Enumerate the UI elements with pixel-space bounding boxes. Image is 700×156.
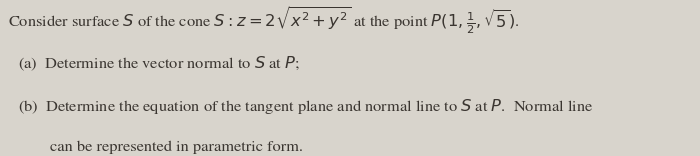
Text: can be represented in parametric form.: can be represented in parametric form. xyxy=(50,140,303,154)
Text: (a)  Determine the vector normal to $S$ at $P$;: (a) Determine the vector normal to $S$ a… xyxy=(18,55,300,73)
Text: Consider surface $S$ of the cone $S : z = 2\sqrt{x^2 + y^2}$ at the point $P(1, : Consider surface $S$ of the cone $S : z … xyxy=(8,5,520,36)
Text: (b)  Determine the equation of the tangent plane and normal line to $S$ at $P$. : (b) Determine the equation of the tangen… xyxy=(18,97,593,116)
